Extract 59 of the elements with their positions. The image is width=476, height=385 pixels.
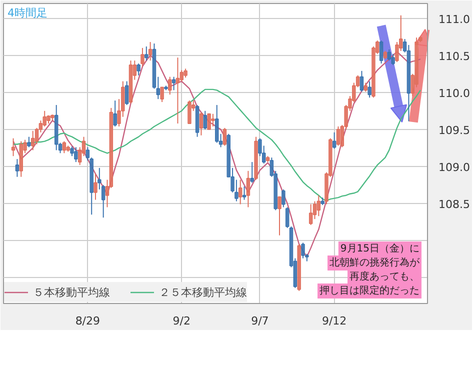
candlestick xyxy=(140,47,144,67)
y-tick-label: 109.0 xyxy=(438,160,470,174)
candlestick xyxy=(308,204,313,226)
candlestick xyxy=(336,126,340,146)
candlestick xyxy=(15,158,20,178)
chart-title: 4時間足 xyxy=(8,6,48,20)
candlestick xyxy=(188,100,192,124)
annotation: 9月15日（金）に xyxy=(340,242,420,254)
y-tick-label: 110.0 xyxy=(438,86,470,100)
x-tick-label: 9/2 xyxy=(172,314,190,328)
candlestick xyxy=(207,113,211,130)
candlestick xyxy=(94,173,98,200)
candlestick xyxy=(199,112,204,136)
candlestick xyxy=(27,136,31,148)
y-tick-label: 110.5 xyxy=(438,50,470,63)
candlestick xyxy=(168,76,172,96)
candlestick xyxy=(387,48,392,62)
candlestick xyxy=(74,146,78,163)
candlestick xyxy=(282,188,286,208)
annotation: 押し目は限定的だった xyxy=(320,284,420,296)
candlestick xyxy=(124,80,129,106)
candlestick xyxy=(278,196,282,236)
y-tick-label: 108.5 xyxy=(438,198,470,211)
candlestick xyxy=(332,132,336,150)
candlestick xyxy=(160,86,164,103)
candlestick xyxy=(62,140,66,154)
candlestick xyxy=(30,130,35,151)
candlestick xyxy=(246,170,250,208)
candlestick xyxy=(11,138,16,157)
candlestick xyxy=(368,80,372,98)
candlestick xyxy=(242,186,246,200)
annotation: 再度あっても、 xyxy=(350,270,420,282)
candlestick xyxy=(391,53,395,66)
candlestick xyxy=(176,57,180,124)
candlestick xyxy=(379,40,384,64)
legend-label: ２５本移動平均線 xyxy=(159,284,247,300)
annotation: 北朝鮮の挑発行為が xyxy=(330,256,420,268)
x-tick-label: 9/12 xyxy=(322,314,347,328)
candlestick xyxy=(203,110,207,130)
x-tick-label: 9/7 xyxy=(251,314,269,328)
candlestick xyxy=(113,100,117,127)
candlestick xyxy=(136,63,140,76)
candlestick xyxy=(144,46,148,62)
candlestick xyxy=(172,76,176,91)
candlestick xyxy=(250,162,254,184)
candlestick xyxy=(180,70,184,82)
candlestick xyxy=(301,242,305,259)
candlestick xyxy=(215,104,219,144)
candlestick xyxy=(238,179,242,205)
line-series xyxy=(12,88,422,202)
candlestick xyxy=(360,70,364,92)
legend-label: ５本移動平均線 xyxy=(33,284,110,300)
y-tick-label: 109.5 xyxy=(438,124,470,137)
candlestick xyxy=(316,194,321,217)
candlestick xyxy=(211,113,215,127)
candlestick xyxy=(222,127,227,146)
candlestick xyxy=(148,42,152,62)
x-tick-label: 8/29 xyxy=(75,314,100,328)
y-tick-label: 111.0 xyxy=(438,12,470,26)
